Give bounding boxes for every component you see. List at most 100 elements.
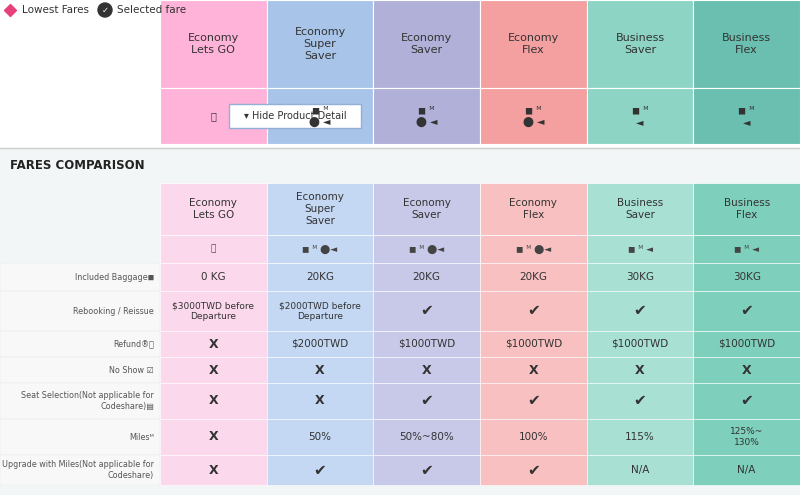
Text: Economy
Flex: Economy Flex [508,33,559,55]
Text: ❌: ❌ [210,111,216,121]
FancyBboxPatch shape [160,263,266,291]
Text: ✔: ✔ [527,462,540,478]
Text: X: X [209,463,218,477]
FancyBboxPatch shape [480,291,586,331]
FancyBboxPatch shape [694,88,800,144]
FancyBboxPatch shape [0,357,160,383]
Text: ◼ ᴹ ◄: ◼ ᴹ ◄ [627,245,653,253]
Text: N/A: N/A [631,465,649,475]
Text: ✔: ✔ [420,394,433,408]
Text: Refund®Ⓢ: Refund®Ⓢ [113,340,154,348]
FancyBboxPatch shape [0,419,160,455]
FancyBboxPatch shape [266,383,374,419]
FancyBboxPatch shape [586,357,694,383]
Text: $1000TWD: $1000TWD [718,339,775,349]
Text: Lowest Fares: Lowest Fares [22,5,89,15]
Text: ✔: ✔ [314,462,326,478]
Text: $1000TWD: $1000TWD [611,339,669,349]
FancyBboxPatch shape [0,331,160,357]
FancyBboxPatch shape [0,0,800,148]
Text: 50%~80%: 50%~80% [399,432,454,442]
FancyBboxPatch shape [0,455,160,485]
FancyBboxPatch shape [266,357,374,383]
Text: ❌: ❌ [210,245,216,253]
FancyBboxPatch shape [586,0,694,88]
FancyBboxPatch shape [160,0,266,88]
Text: 20KG: 20KG [519,272,547,282]
Text: 20KG: 20KG [306,272,334,282]
FancyBboxPatch shape [160,419,266,455]
FancyBboxPatch shape [480,331,586,357]
FancyBboxPatch shape [694,331,800,357]
Circle shape [98,3,112,17]
FancyBboxPatch shape [374,183,480,235]
FancyBboxPatch shape [586,235,694,263]
FancyBboxPatch shape [0,383,160,419]
FancyBboxPatch shape [160,455,266,485]
Text: X: X [209,431,218,444]
FancyBboxPatch shape [374,419,480,455]
FancyBboxPatch shape [160,357,266,383]
FancyBboxPatch shape [266,183,374,235]
Text: Business
Saver: Business Saver [617,198,663,220]
Text: Included Baggage◼: Included Baggage◼ [74,273,154,282]
FancyBboxPatch shape [694,383,800,419]
Text: N/A: N/A [738,465,756,475]
Text: X: X [742,363,751,377]
FancyBboxPatch shape [480,235,586,263]
Text: 100%: 100% [518,432,548,442]
FancyBboxPatch shape [374,383,480,419]
FancyBboxPatch shape [160,383,266,419]
Text: Economy
Lets GO: Economy Lets GO [188,33,239,55]
Text: X: X [635,363,645,377]
FancyBboxPatch shape [266,331,374,357]
Text: ▾ Hide Product Detail: ▾ Hide Product Detail [244,111,346,121]
Text: ✔: ✔ [420,462,433,478]
FancyBboxPatch shape [160,291,266,331]
Text: Economy
Flex: Economy Flex [510,198,558,220]
Text: X: X [209,338,218,350]
FancyBboxPatch shape [374,88,480,144]
FancyBboxPatch shape [374,291,480,331]
FancyBboxPatch shape [586,183,694,235]
FancyBboxPatch shape [160,183,266,235]
Text: $1000TWD: $1000TWD [505,339,562,349]
Text: ✔: ✔ [527,303,540,318]
Text: X: X [209,363,218,377]
Text: ◼ ᴹ ◄: ◼ ᴹ ◄ [734,245,759,253]
FancyBboxPatch shape [374,263,480,291]
FancyBboxPatch shape [480,183,586,235]
Text: Economy
Super
Saver: Economy Super Saver [296,193,344,226]
Text: Business
Saver: Business Saver [615,33,665,55]
Text: X: X [422,363,431,377]
FancyBboxPatch shape [160,331,266,357]
Text: ◼ ᴹ ⬤◄: ◼ ᴹ ⬤◄ [409,245,444,253]
FancyBboxPatch shape [266,88,374,144]
FancyBboxPatch shape [0,291,160,331]
Text: 115%: 115% [625,432,655,442]
FancyBboxPatch shape [694,0,800,88]
FancyBboxPatch shape [694,455,800,485]
Text: ◼ ᴹ
⬤ ◄: ◼ ᴹ ⬤ ◄ [416,105,438,127]
FancyBboxPatch shape [266,0,374,88]
FancyBboxPatch shape [694,291,800,331]
Text: Milesᴹ: Milesᴹ [129,433,154,442]
Text: 0 KG: 0 KG [201,272,226,282]
Text: ◼ ᴹ
⬤ ◄: ◼ ᴹ ⬤ ◄ [310,105,330,127]
Text: 30KG: 30KG [733,272,761,282]
Text: Economy
Saver: Economy Saver [401,33,452,55]
FancyBboxPatch shape [374,235,480,263]
FancyBboxPatch shape [374,0,480,88]
FancyBboxPatch shape [480,455,586,485]
FancyBboxPatch shape [266,291,374,331]
Text: 30KG: 30KG [626,272,654,282]
Text: X: X [529,363,538,377]
Text: No Show ☑: No Show ☑ [110,365,154,375]
FancyBboxPatch shape [229,104,361,128]
FancyBboxPatch shape [480,263,586,291]
FancyBboxPatch shape [480,88,586,144]
FancyBboxPatch shape [0,263,160,291]
Text: Seat Selection(Not applicable for
Codeshare)▤: Seat Selection(Not applicable for Codesh… [21,392,154,411]
FancyBboxPatch shape [266,263,374,291]
FancyBboxPatch shape [266,235,374,263]
